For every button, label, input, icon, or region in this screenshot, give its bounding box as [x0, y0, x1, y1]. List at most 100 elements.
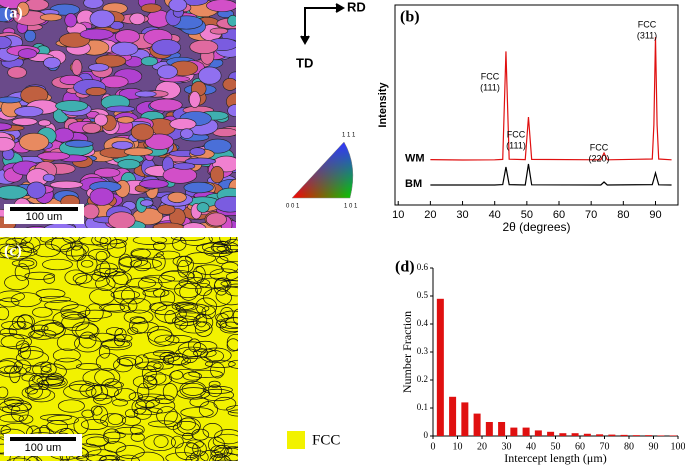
legend-label: FCC — [312, 432, 340, 448]
grain — [112, 141, 133, 149]
grain — [173, 163, 195, 170]
grain — [223, 78, 237, 90]
bar — [498, 422, 505, 436]
y-tick-label: 0.4 — [417, 318, 429, 328]
grain — [111, 42, 138, 55]
bar — [633, 435, 640, 436]
peak-label: (111) — [480, 82, 500, 92]
grain — [190, 148, 205, 156]
panel-label: (a) — [4, 5, 23, 22]
grain — [12, 118, 37, 125]
peak-label: FCC — [481, 71, 500, 81]
grain — [8, 67, 27, 79]
x-tick-label: 50 — [521, 209, 533, 221]
y-axis-label: Intensity — [377, 82, 389, 128]
grain — [152, 39, 181, 55]
x-tick-label: 10 — [453, 441, 463, 452]
ebsd-map — [0, 0, 248, 238]
grain — [15, 106, 43, 116]
plot-frame — [395, 5, 678, 205]
x-tick-label: 70 — [585, 209, 597, 221]
grain — [170, 118, 196, 129]
peak-label: FCC — [638, 19, 657, 29]
grain — [50, 181, 83, 188]
y-tick-label: 0.5 — [417, 290, 429, 300]
phase-map — [0, 229, 254, 468]
grain — [182, 223, 207, 236]
grain — [40, 14, 62, 21]
grain — [44, 223, 76, 235]
y-axis-label: Number Fraction — [400, 311, 414, 393]
grain — [0, 97, 22, 103]
grain — [197, 203, 209, 213]
bar — [449, 397, 456, 436]
grain — [150, 99, 182, 111]
x-axis-label: 2θ (degrees) — [502, 220, 570, 234]
grain — [124, 148, 153, 156]
grain — [83, 123, 101, 133]
series-label: BM — [405, 178, 422, 190]
x-tick-label: 0 — [431, 441, 436, 452]
series-line — [430, 37, 671, 160]
grain — [184, 182, 214, 193]
scale-bar-label: 100 um — [26, 211, 63, 223]
ipf-label: 1 0 1 — [344, 204, 358, 210]
bar — [474, 414, 481, 436]
y-tick-label: 0.2 — [417, 374, 428, 384]
bar — [437, 299, 444, 436]
bar — [559, 433, 566, 436]
grain — [106, 106, 135, 112]
grain — [163, 167, 197, 183]
y-tick-label: 0.1 — [417, 402, 428, 412]
bar — [596, 434, 603, 436]
x-tick-label: 20 — [424, 209, 436, 221]
grain — [180, 129, 193, 139]
y-tick-label: 0 — [424, 430, 429, 440]
grain — [198, 67, 221, 84]
grain — [0, 186, 27, 200]
x-tick-label: 80 — [624, 441, 634, 452]
series-line — [430, 164, 671, 185]
grain — [130, 13, 145, 24]
grain — [169, 0, 187, 11]
direction-axes — [301, 4, 343, 43]
bar — [572, 433, 579, 436]
peak-label: (220) — [588, 153, 609, 163]
grain — [38, 120, 50, 126]
grain — [228, 104, 245, 116]
ipf-label: 1 1 1 — [342, 133, 356, 139]
peak-label: (311) — [637, 30, 657, 40]
grain — [64, 227, 75, 234]
grain — [90, 188, 114, 205]
grain — [65, 13, 77, 27]
panel-label: (c) — [4, 243, 22, 260]
ipf-label: 0 0 1 — [286, 204, 300, 210]
grain — [140, 200, 153, 206]
chart-title: (d) — [395, 259, 415, 276]
y-tick-label: 0.6 — [417, 262, 429, 272]
grain — [117, 117, 134, 123]
direction-label: TD — [296, 55, 313, 70]
x-tick-label: 60 — [553, 209, 565, 221]
legend-swatch — [287, 431, 305, 449]
grain — [168, 192, 186, 202]
grain — [72, 59, 82, 75]
peak-label: FCC — [507, 129, 526, 139]
grain — [141, 4, 161, 13]
grain — [83, 204, 100, 219]
x-tick-label: 90 — [649, 209, 661, 221]
bar — [645, 435, 652, 436]
bar — [535, 430, 542, 436]
grain — [43, 174, 55, 181]
bar — [608, 435, 615, 436]
grain — [153, 223, 183, 231]
bar — [461, 402, 468, 436]
bar — [510, 428, 517, 436]
grain — [25, 30, 36, 42]
grain — [131, 124, 153, 140]
ipf-triangle — [292, 142, 353, 198]
x-tick-label: 10 — [392, 209, 404, 221]
grain — [56, 101, 88, 112]
peak-label: FCC — [590, 142, 609, 152]
x-tick-label: 90 — [649, 441, 659, 452]
